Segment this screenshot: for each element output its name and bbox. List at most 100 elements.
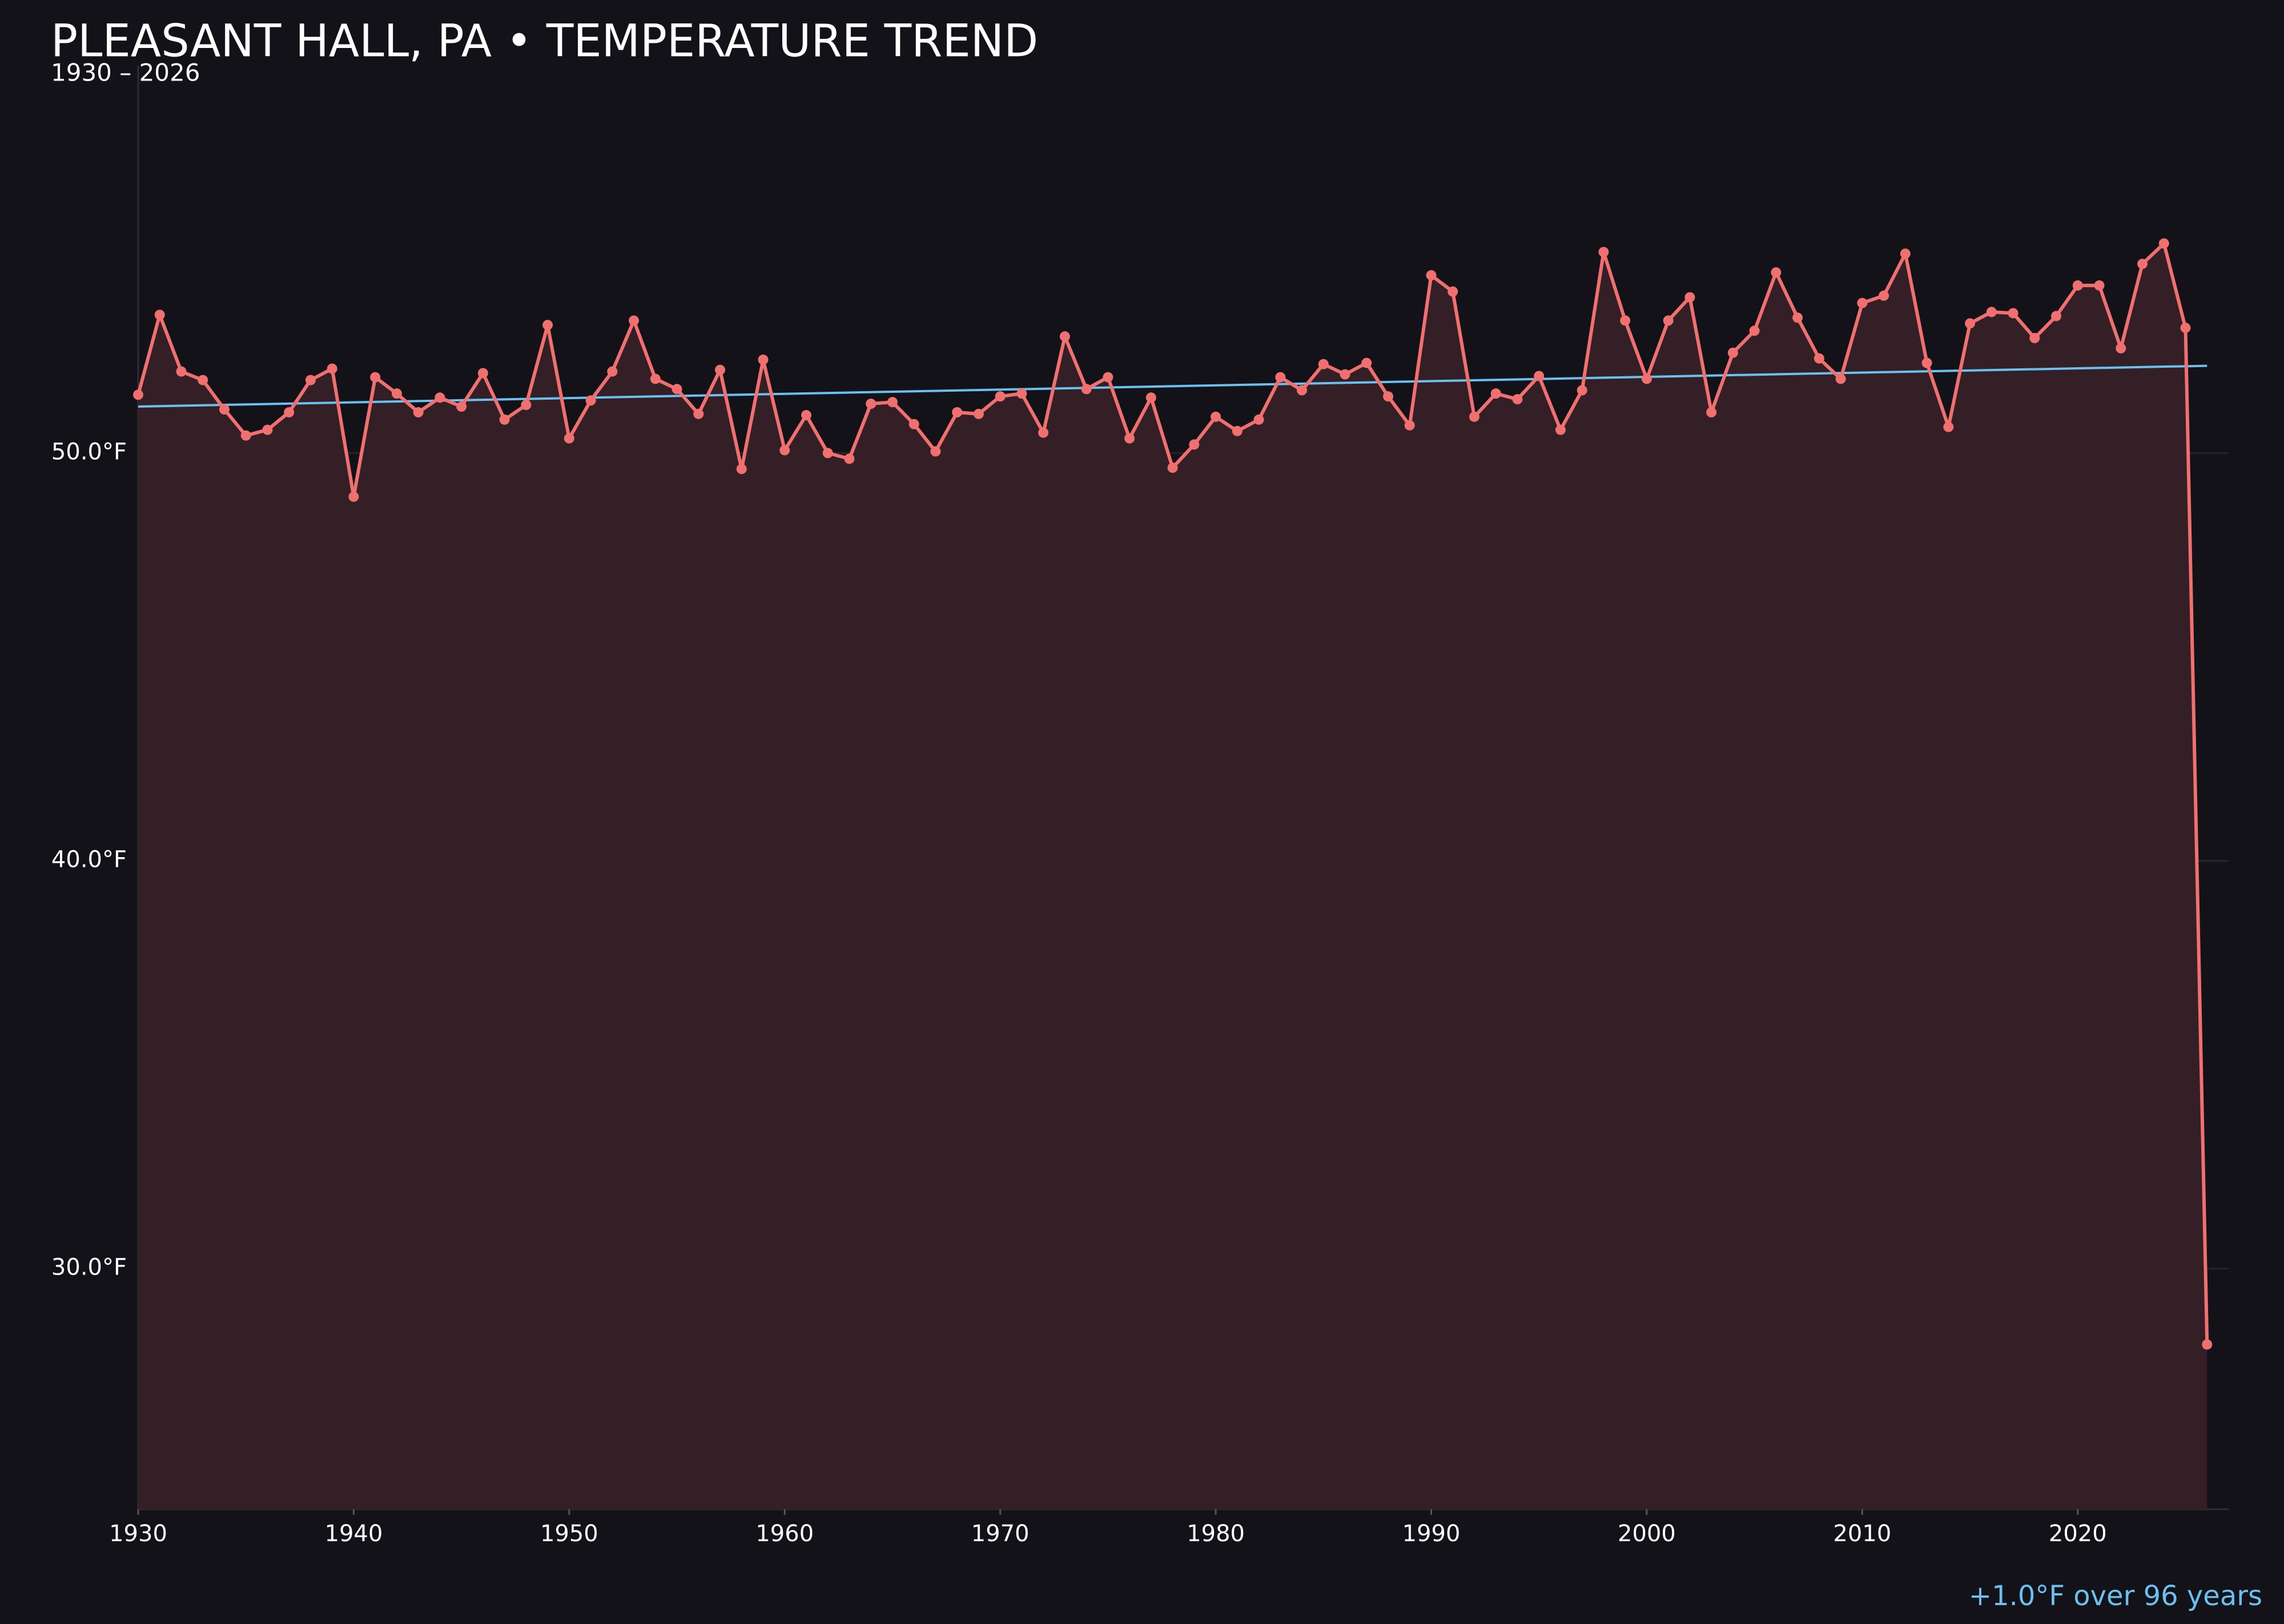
point xyxy=(2008,308,2018,319)
point xyxy=(477,368,488,379)
point xyxy=(1447,286,1458,297)
point xyxy=(671,384,682,395)
point xyxy=(1383,391,1394,402)
point xyxy=(1921,357,1932,368)
point xyxy=(1318,359,1329,369)
point xyxy=(1426,270,1437,281)
point xyxy=(715,364,726,375)
point xyxy=(973,408,984,419)
point xyxy=(1232,425,1242,436)
point xyxy=(240,430,251,441)
point xyxy=(1103,372,1113,383)
point xyxy=(1404,420,1415,431)
point xyxy=(1620,315,1631,326)
point xyxy=(2202,1339,2213,1350)
point xyxy=(348,491,359,502)
x-tick-label: 1960 xyxy=(755,1521,814,1547)
point xyxy=(2158,238,2169,249)
point xyxy=(1038,427,1049,438)
point xyxy=(2051,311,2062,321)
y-tick-label: 40.0°F xyxy=(51,847,127,873)
point xyxy=(2180,323,2191,333)
point xyxy=(1641,373,1652,384)
point xyxy=(1965,318,1976,329)
x-tick-label: 1930 xyxy=(109,1521,167,1547)
y-tick-label: 50.0°F xyxy=(51,439,127,465)
point xyxy=(1577,385,1587,396)
point xyxy=(629,315,640,326)
point xyxy=(1943,421,1954,432)
point xyxy=(1167,463,1178,473)
point xyxy=(2137,259,2148,270)
point xyxy=(1189,439,1200,450)
point xyxy=(1016,388,1027,399)
area xyxy=(138,243,2207,1510)
point xyxy=(866,399,876,409)
point xyxy=(758,354,769,365)
x-tick-label: 1990 xyxy=(1402,1521,1461,1547)
point xyxy=(219,404,230,415)
point xyxy=(327,363,337,374)
point xyxy=(1534,371,1545,381)
point xyxy=(2094,280,2105,291)
point xyxy=(908,419,919,429)
point xyxy=(887,397,898,408)
point xyxy=(1835,373,1846,384)
trend-line xyxy=(138,364,2207,408)
point xyxy=(370,372,381,383)
chart-subtitle: 1930 – 2026 xyxy=(51,59,200,87)
point xyxy=(1749,325,1760,336)
point xyxy=(607,366,618,377)
point xyxy=(391,388,402,399)
point xyxy=(585,395,596,406)
point xyxy=(154,309,165,320)
point xyxy=(305,375,316,385)
point xyxy=(542,320,553,331)
point xyxy=(413,407,424,418)
point xyxy=(1879,290,1889,301)
point xyxy=(2029,333,2040,344)
point xyxy=(1598,247,1609,258)
point xyxy=(1555,424,1566,435)
point xyxy=(1706,407,1717,418)
point xyxy=(1771,267,1782,278)
point xyxy=(1727,347,1738,358)
point xyxy=(133,389,143,400)
point xyxy=(1986,307,1997,317)
point xyxy=(1490,388,1501,399)
point xyxy=(1792,312,1803,323)
x-tick-label: 1980 xyxy=(1187,1521,1245,1547)
point xyxy=(456,401,467,412)
point xyxy=(995,391,1006,402)
point xyxy=(930,446,941,457)
point xyxy=(1361,357,1372,368)
point xyxy=(1469,411,1480,422)
point xyxy=(779,445,790,456)
chart-title: PLEASANT HALL, PA • TEMPERATURE TREND xyxy=(51,15,1038,67)
point xyxy=(262,424,273,435)
point xyxy=(1297,385,1308,396)
point xyxy=(1684,292,1695,303)
point xyxy=(650,373,661,384)
point xyxy=(1059,331,1070,342)
point xyxy=(1663,315,1674,326)
x-tick-label: 2020 xyxy=(2049,1521,2107,1547)
point xyxy=(801,410,812,421)
point xyxy=(693,408,704,419)
x-tick-label: 1970 xyxy=(971,1521,1030,1547)
point xyxy=(1512,394,1523,405)
point xyxy=(952,407,963,418)
point xyxy=(1211,411,1221,422)
y-tick-label: 30.0°F xyxy=(51,1255,127,1281)
point xyxy=(1124,433,1135,444)
point xyxy=(1813,353,1824,364)
x-tick-label: 2000 xyxy=(1618,1521,1676,1547)
point xyxy=(1145,392,1156,403)
trend-annotation: +1.0°F over 96 years xyxy=(1969,1580,2262,1612)
point xyxy=(1857,298,1868,308)
point xyxy=(1340,369,1350,380)
point xyxy=(844,453,855,464)
point xyxy=(1081,384,1092,395)
x-tick-label: 2010 xyxy=(1833,1521,1891,1547)
